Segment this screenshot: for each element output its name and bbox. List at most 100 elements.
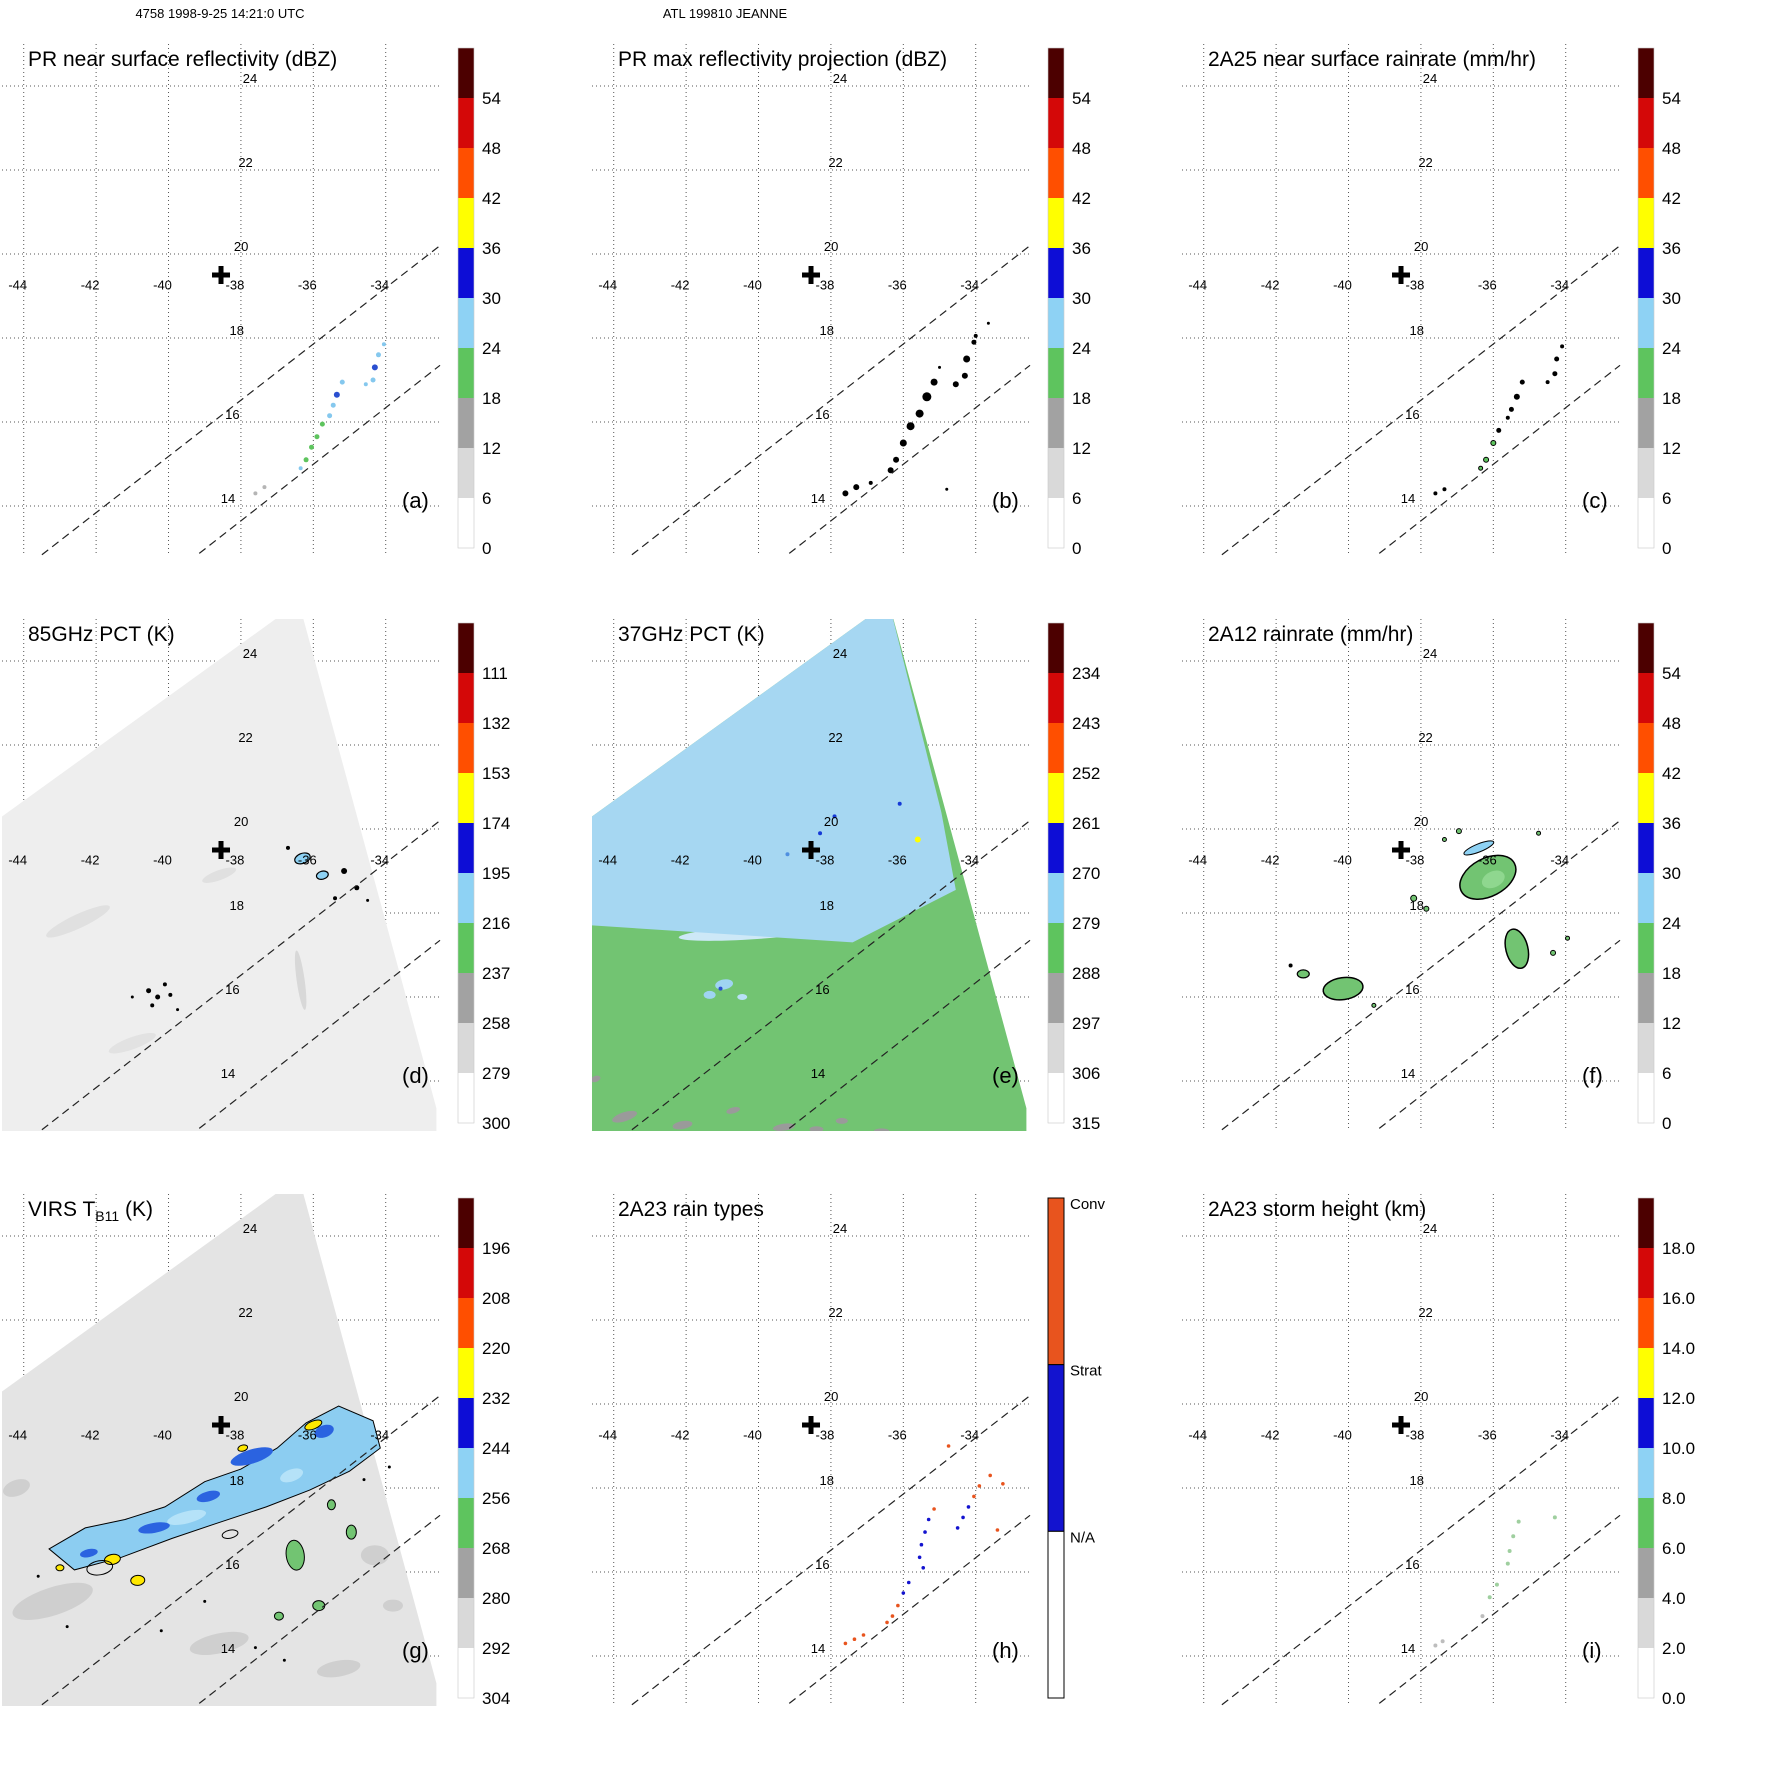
data-point: [986, 321, 990, 325]
data-blob: [315, 870, 329, 880]
data-point: [930, 378, 938, 386]
lat-tick-label: 18: [1410, 323, 1424, 338]
colorbar-frame: [457, 47, 475, 549]
colorbar: 18.0 16.0 14.0 12.0 10.0 8.0 6.0 4.0 2.0 0.0: [1637, 1197, 1695, 1708]
data-point: [146, 988, 152, 994]
colorbar-segment: [1638, 1398, 1654, 1448]
data-point: [906, 422, 915, 431]
colorbar-segment: [1638, 1298, 1654, 1348]
map-data-layer: [1219, 820, 1621, 1131]
colorbar-tick-label: 30: [482, 289, 501, 308]
colorbar-tick-label: 153: [482, 764, 510, 783]
lat-tick-label: 14: [811, 491, 825, 506]
lon-tick-label: -44: [8, 1428, 27, 1443]
colorbar-tick-label: 132: [482, 714, 510, 733]
colorbar-tick-label: 6: [1072, 489, 1081, 508]
colorbar-segment: [1048, 823, 1064, 873]
data-blob: [1481, 870, 1505, 889]
data-blob: [382, 1599, 403, 1612]
lat-tick-label: 18: [230, 323, 244, 338]
data-blob: [809, 1126, 824, 1131]
data-point: [945, 487, 949, 491]
panel-e: -44 -42 -40 -38 -36 -34 24 22 20 18 16 14 37GHz PCT …: [592, 619, 1100, 1133]
data-point: [1552, 1515, 1557, 1520]
colorbar-tick-label: 24: [1072, 339, 1091, 358]
colorbar-tick-label: 24: [1662, 339, 1681, 358]
colorbar: 54 48 42 36 30 24 18 12 6 0: [457, 47, 501, 558]
data-blob: [672, 1120, 693, 1130]
data-blob: [345, 1524, 357, 1540]
colorbar-segment: [1048, 348, 1064, 398]
panel-letter: (c): [1582, 488, 1608, 513]
graticule: [2, 44, 442, 556]
swath-edge-line: [784, 1514, 1031, 1706]
colorbar-tick-label: 0: [1072, 539, 1081, 558]
lat-tick-label: 20: [824, 239, 838, 254]
data-point: [1455, 828, 1462, 835]
data-blob: [1322, 976, 1364, 1001]
colorbar-tick-label: 252: [1072, 764, 1100, 783]
colorbar-segment: [458, 248, 474, 298]
swath-edge-line: [1219, 820, 1621, 1131]
colorbar-segment: [458, 98, 474, 148]
data-point: [919, 1542, 924, 1547]
grid-labels: -44 -42 -40 -38 -36 -34 24 22 20 18 16 14: [598, 71, 979, 506]
colorbar-tick-label: 36: [1662, 239, 1681, 258]
colorbar-segment: [1048, 923, 1064, 973]
data-point: [843, 1641, 848, 1646]
colorbar-segment: [458, 873, 474, 923]
panel-letter: (g): [402, 1638, 429, 1663]
colorbar-tick-label: 8.0: [1662, 1489, 1686, 1508]
colorbar-tick-label: 6: [482, 489, 491, 508]
data-point: [1560, 344, 1565, 349]
data-blob: [294, 950, 307, 1010]
colorbar-segment: [1638, 1023, 1654, 1073]
colorbar-segment: [458, 673, 474, 723]
lat-tick-label: 22: [1418, 155, 1432, 170]
data-point: [938, 365, 942, 369]
panel-letter: (h): [992, 1638, 1019, 1663]
panel-title: VIRS TB11 (K): [28, 1198, 153, 1224]
colorbar-segment: [1638, 873, 1654, 923]
data-point: [921, 1566, 926, 1570]
data-point: [333, 391, 340, 398]
colorbar-tick-label: 14.0: [1662, 1339, 1695, 1358]
colorbar-segment: [1048, 398, 1064, 448]
colorbar-segment: [1638, 1073, 1654, 1123]
data-point: [973, 333, 978, 338]
lat-tick-label: 20: [824, 1389, 838, 1404]
lon-tick-label: -34: [960, 853, 979, 868]
colorbar-tick-label: 30: [1662, 864, 1681, 883]
colorbar-tick-label: 196: [482, 1239, 510, 1258]
colorbar-frame: [457, 622, 475, 1124]
swath-edge-line: [194, 939, 441, 1131]
swath-edge-line: [1374, 939, 1621, 1131]
data-point: [262, 485, 267, 490]
map-data-layer: [2, 619, 441, 1131]
lon-tick-label: -40: [153, 1428, 172, 1443]
lat-tick-label: 22: [828, 730, 842, 745]
colorbar-segment: [1638, 448, 1654, 498]
colorbar-segment: [458, 1348, 474, 1398]
grid-labels: -44 -42 -40 -38 -36 -34 24 22 20 18 16 14: [598, 1221, 979, 1656]
colorbar-tick-label: 292: [482, 1639, 510, 1658]
colorbar-tick-label: 258: [482, 1014, 510, 1033]
swath-edge-line: [194, 364, 441, 556]
colorbar-tick-label: 304: [482, 1689, 510, 1708]
lon-tick-label: -44: [1188, 278, 1207, 293]
data-region: [592, 619, 956, 943]
colorbar-segment: [458, 348, 474, 398]
data-point: [901, 1591, 906, 1595]
map-data-layer: [1219, 1395, 1621, 1706]
lon-tick-label: -44: [8, 853, 27, 868]
grid-labels: -44 -42 -40 -38 -36 -34 24 22 20 18 16 14: [1188, 1221, 1569, 1656]
colorbar-tick-label: 4.0: [1662, 1589, 1686, 1608]
lat-tick-label: 16: [225, 1557, 239, 1572]
lon-tick-label: -34: [960, 278, 979, 293]
data-blob: [304, 1419, 323, 1431]
storm-center-cross: [212, 841, 231, 859]
data-point: [370, 377, 376, 383]
data-point: [314, 434, 320, 440]
lat-tick-label: 22: [1418, 1305, 1432, 1320]
title-subscript: B11: [95, 1208, 119, 1224]
